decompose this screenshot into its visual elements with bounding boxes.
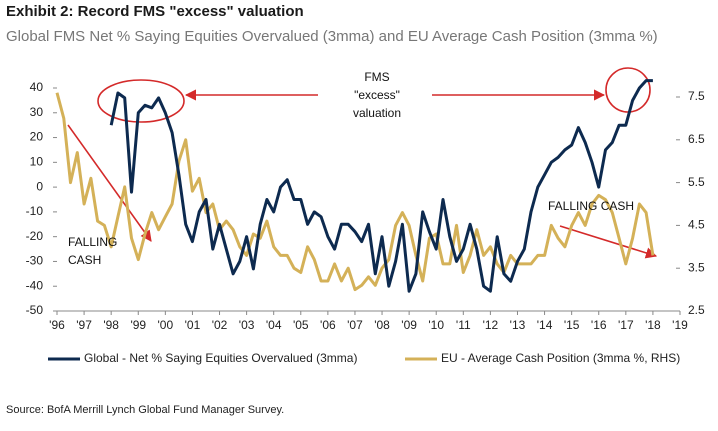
x-tick-label: '98 [103,318,119,332]
y-tick-label: 10 [30,155,44,169]
x-tick-label: '13 [510,318,526,332]
legend-label: EU - Average Cash Position (3mma %, RHS) [441,351,680,365]
x-tick-label: '09 [401,318,417,332]
x-tick-label: '01 [185,318,201,332]
y-tick-label: 40 [30,80,44,94]
annotation: valuation [353,106,401,120]
x-tick-label: '07 [347,318,363,332]
x-tick-label: '16 [591,318,607,332]
y2-tick-label: 4.5 [688,218,705,232]
x-tick-label: '02 [212,318,228,332]
highlight-circle [97,79,185,123]
annotation: "excess" [354,88,400,102]
x-tick-label: '08 [374,318,390,332]
annotation-shapes [67,67,658,259]
annotation: FALLING CASH [548,199,634,213]
source: Source: BofA Merrill Lynch Global Fund M… [6,404,284,416]
data-line [109,79,653,293]
chart-subtitle: Global FMS Net % Saying Equities Overval… [6,28,658,45]
highlight-circle [605,67,651,113]
x-tick-label: '18 [645,318,661,332]
y-tick-label: -50 [26,303,44,317]
annotation: FALLING [68,235,117,249]
x-tick-label: '04 [266,318,282,332]
y2-tick-label: 2.5 [688,303,705,317]
x-tick-label: '10 [428,318,444,332]
y-tick-label: -40 [26,278,44,292]
x-tick-label: '15 [564,318,580,332]
y2-tick-label: 6.5 [688,132,705,146]
y-tick-label: -20 [26,229,44,243]
y2-tick-label: 3.5 [688,260,705,274]
y-tick-label: -10 [26,204,44,218]
x-tick-label: '11 [456,318,471,332]
data-line [55,92,655,292]
x-tick-label: '12 [483,318,499,332]
y-tick-label: 20 [30,130,44,144]
legend-label: Global - Net % Saying Equities Overvalue… [84,351,357,365]
x-tick-label: '19 [672,318,688,332]
x-tick-label: '14 [537,318,553,332]
y-tick-label: 30 [30,105,44,119]
y2-tick-label: 5.5 [688,175,705,189]
chart-title: Exhibit 2: Record FMS "excess" valuation [6,3,304,20]
x-tick-label: '05 [293,318,309,332]
x-tick-label: '17 [618,318,634,332]
x-tick-label: '03 [239,318,255,332]
arrow [67,124,152,242]
x-tick-label: '96 [49,318,65,332]
x-tick-label: '00 [158,318,174,332]
annotation: CASH [68,253,101,267]
y-tick-label: -30 [26,254,44,268]
y2-tick-label: 7.5 [688,89,705,103]
arrow [559,225,658,259]
x-tick-label: '06 [320,318,336,332]
y-tick-label: 0 [36,179,43,193]
x-tick-label: '97 [76,318,92,332]
x-tick-label: '99 [130,318,146,332]
annotation: FMS [364,70,389,84]
